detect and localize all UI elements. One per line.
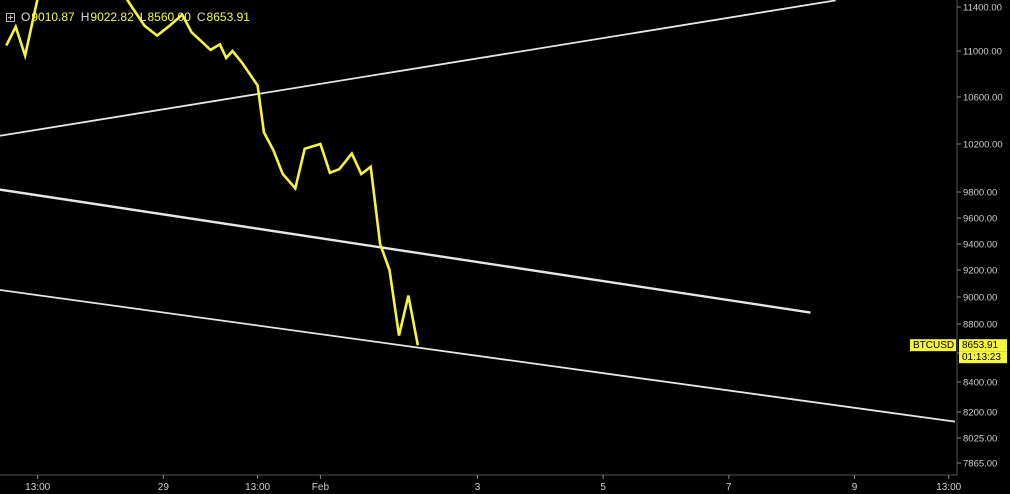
time-tick-label: 29 bbox=[158, 482, 170, 493]
high-label: H bbox=[80, 10, 90, 24]
time-tick-label: 7 bbox=[726, 482, 732, 493]
close-value: C 8653.91 bbox=[197, 10, 250, 24]
time-tick-label: 13:00 bbox=[936, 482, 961, 493]
time-tick-label: 13:00 bbox=[25, 482, 50, 493]
open-value: O 9010.87 bbox=[21, 10, 75, 24]
symbol-tag: BTCUSD bbox=[910, 339, 956, 352]
trendlines bbox=[0, 0, 956, 423]
expand-icon[interactable] bbox=[6, 12, 15, 22]
low-value: L 8560.00 bbox=[140, 10, 191, 24]
open-label: O bbox=[21, 10, 31, 24]
high-price: 9022.82 bbox=[90, 10, 134, 24]
price-tick-label: 8400.00 bbox=[963, 378, 997, 389]
price-tick-label: 9000.00 bbox=[963, 293, 997, 304]
price-axis[interactable]: 11400.00 11000.00 10600.00 10200.00 9800.00 9… bbox=[956, 0, 1003, 475]
countdown-tag: 01:13:23 bbox=[959, 351, 1007, 364]
last-price-tag: 8653.91 bbox=[959, 339, 1007, 352]
close-label: C bbox=[196, 10, 206, 24]
price-tick-label: 9200.00 bbox=[963, 266, 997, 277]
trendline-2[interactable] bbox=[0, 188, 811, 314]
price-tick-label: 9600.00 bbox=[963, 214, 997, 225]
countdown-label: 01:13:23 bbox=[962, 352, 1001, 363]
time-tick-label: 13:00 bbox=[245, 482, 270, 493]
price-tags: BTCUSD 8653.91 01:13:23 bbox=[910, 339, 1007, 364]
open-price: 9010.87 bbox=[31, 10, 75, 24]
price-tick-label: 9400.00 bbox=[963, 240, 997, 251]
symbol-tag-label: BTCUSD bbox=[913, 340, 954, 351]
time-tick-label: Feb bbox=[312, 482, 330, 493]
price-tick-label: 9800.00 bbox=[963, 188, 997, 199]
low-label: L bbox=[139, 10, 147, 24]
ohlc-legend: O 9010.87 H 9022.82 L 8560.00 C 8653.91 bbox=[6, 9, 250, 25]
low-price: 8560.00 bbox=[147, 10, 191, 24]
price-tick-label: 11000.00 bbox=[963, 47, 1002, 58]
price-tick-label: 8025.00 bbox=[963, 434, 997, 445]
price-tick-label: 8200.00 bbox=[963, 408, 997, 419]
price-tick-label: 11400.00 bbox=[963, 3, 1002, 14]
price-tick-label: 10200.00 bbox=[963, 140, 1003, 151]
trendline-3[interactable] bbox=[0, 289, 956, 423]
last-price-label: 8653.91 bbox=[962, 340, 999, 351]
series-layer bbox=[5, 0, 420, 346]
price-tick-label: 10600.00 bbox=[963, 93, 1003, 104]
price-tick-label: 7865.00 bbox=[963, 459, 997, 470]
high-value: H 9022.82 bbox=[81, 10, 134, 24]
time-tick-label: 5 bbox=[600, 482, 606, 493]
close-price: 8653.91 bbox=[206, 10, 250, 24]
price-line bbox=[5, 0, 420, 346]
time-axis[interactable]: 13:00 29 13:00 Feb 3 5 7 9 13:00 bbox=[0, 474, 962, 493]
time-tick-label: 3 bbox=[475, 482, 481, 493]
trendline-1[interactable] bbox=[0, 0, 836, 137]
time-tick-label: 9 bbox=[852, 482, 858, 493]
price-tick-label: 8800.00 bbox=[963, 320, 997, 331]
